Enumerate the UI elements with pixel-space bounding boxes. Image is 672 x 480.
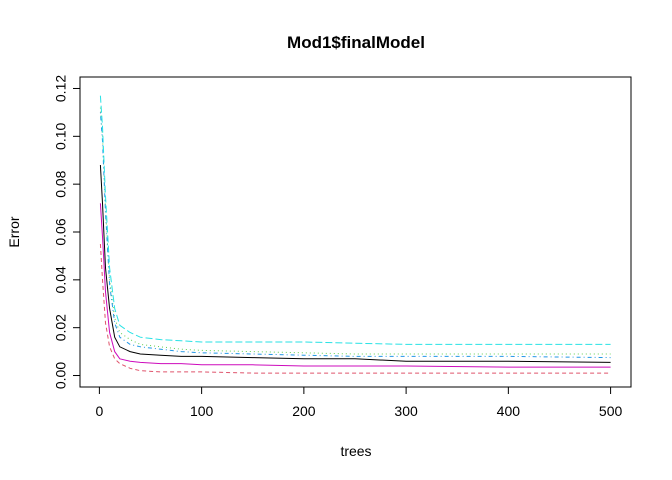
x-tick-label: 0 [95,403,103,419]
series-line-4 [99,112,611,359]
x-axis: 0 100 200 300 400 500 [95,386,623,419]
series-line-6 [99,203,611,368]
plot-frame [79,76,632,388]
series-line-5 [99,95,611,345]
series-line-1 [99,164,611,363]
series-layer [99,95,611,374]
y-tick-label: 0.06 [53,218,69,245]
y-tick-label: 0.12 [53,75,69,102]
y-tick-label: 0.10 [53,122,69,149]
x-tick-label: 400 [497,403,521,419]
x-tick-label: 300 [394,403,418,419]
y-tick-label: 0.02 [53,314,69,341]
y-tick-label: 0.04 [53,266,69,293]
y-tick-label: 0.00 [53,362,69,389]
series-line-3 [99,107,611,355]
x-tick-label: 500 [599,403,623,419]
y-tick-label: 0.08 [53,170,69,197]
x-axis-label: trees [340,443,371,459]
y-axis-label: Error [6,216,22,247]
x-tick-label: 100 [190,403,214,419]
x-tick-label: 200 [292,403,316,419]
y-axis: 0.00 0.02 0.04 0.06 0.08 0.10 0.12 [53,75,81,389]
chart-title: Mod1$finalModel [287,33,425,52]
